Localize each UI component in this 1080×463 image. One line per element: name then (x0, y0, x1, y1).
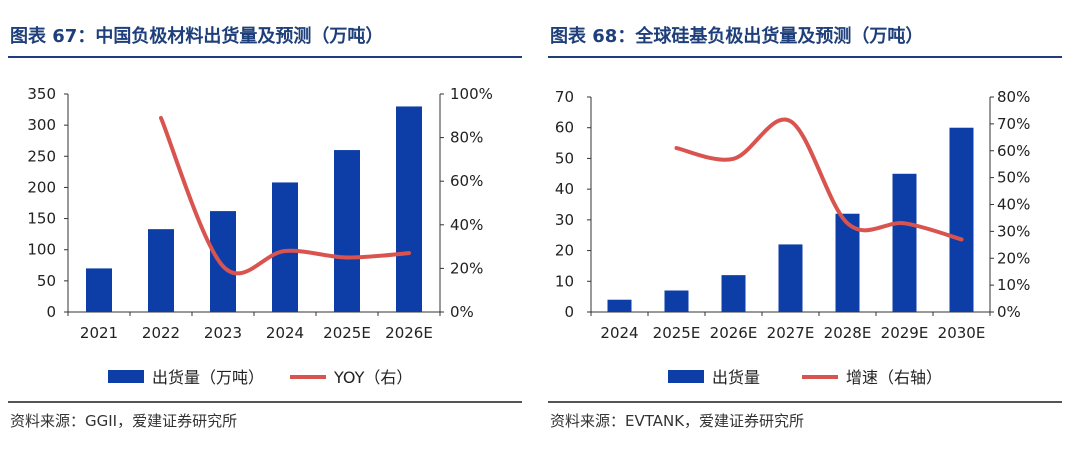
chart-svg-left: 0 50 100 150 200 250 300 350 0% 20% 40% 60% 80% 100% 2… (27, 85, 493, 387)
right-tick-label: 0% (450, 303, 474, 321)
x-tick-label: 2026E (385, 324, 433, 342)
legend-bar-swatch (108, 370, 144, 383)
bar (607, 299, 632, 312)
right-tick-label: 0% (997, 303, 1021, 321)
bar (721, 275, 746, 312)
title-rule-right (548, 56, 1062, 58)
bar (210, 211, 236, 312)
bar (86, 268, 112, 312)
left-tick-label: 0 (564, 303, 574, 321)
source-left: 资料来源：GGII，爱建证券研究所 (10, 412, 238, 430)
x-tick-label: 2022 (142, 324, 180, 342)
left-tick-label: 10 (555, 272, 574, 290)
chart-svg-right: 0 10 20 30 40 50 60 70 0% 10% 20% 30% 40% 50% 60% 70% 80… (555, 88, 1030, 387)
left-tick-label: 150 (27, 210, 56, 228)
bar (778, 244, 803, 312)
left-tick-label: 0 (46, 303, 56, 321)
bar (396, 106, 422, 312)
bar (334, 150, 360, 312)
x-tick-label: 2024 (266, 324, 304, 342)
x-tick-label: 2025E (653, 324, 701, 342)
right-tick-label: 40% (450, 216, 483, 234)
legend-label: 出货量（万吨） (152, 368, 264, 387)
left-tick-label: 350 (27, 85, 56, 103)
right-tick-label: 100% (450, 85, 493, 103)
x-tick-label: 2021 (80, 324, 118, 342)
bar (949, 127, 974, 312)
left-tick-label: 20 (555, 242, 574, 260)
x-tick-label: 2024 (600, 324, 638, 342)
right-tick-label: 70% (997, 115, 1030, 133)
x-tick-label: 2023 (204, 324, 242, 342)
right-tick-label: 40% (997, 196, 1030, 214)
x-tick-label: 2030E (938, 324, 986, 342)
left-tick-label: 100 (27, 241, 56, 259)
chart-title-right: 图表 68：全球硅基负极出货量及预测（万吨） (550, 26, 924, 47)
source-rule-right (548, 401, 1062, 403)
x-tick-label: 2025E (323, 324, 371, 342)
bar (148, 229, 174, 312)
source-right: 资料来源：EVTANK，爱建证券研究所 (550, 412, 805, 430)
left-tick-label: 40 (555, 180, 574, 198)
legend-label: 增速（右轴） (846, 368, 942, 387)
series-line (674, 117, 964, 242)
right-tick-label: 80% (450, 129, 483, 147)
right-tick-label: 30% (997, 222, 1030, 240)
left-tick-label: 50 (37, 272, 56, 290)
chart-title-left: 图表 67：中国负极材料出货量及预测（万吨） (10, 26, 384, 47)
x-tick-label: 2026E (710, 324, 758, 342)
legend-bar-swatch (668, 370, 704, 383)
bar (892, 173, 917, 312)
x-tick-label: 2028E (824, 324, 872, 342)
left-tick-label: 200 (27, 178, 56, 196)
series-line (159, 115, 411, 276)
right-tick-label: 50% (997, 169, 1030, 187)
legend-label: YOY（右） (333, 368, 412, 387)
bar (272, 182, 298, 312)
title-rule-left (8, 56, 522, 58)
x-tick-label: 2029E (881, 324, 929, 342)
left-tick-label: 300 (27, 116, 56, 134)
right-tick-label: 60% (997, 142, 1030, 160)
chart-panel-right: 图表 68：全球硅基负极出货量及预测（万吨） 0 10 20 30 40 50 60 70 0%… (540, 0, 1070, 463)
bar (664, 290, 689, 312)
x-tick-label: 2027E (767, 324, 815, 342)
left-tick-label: 70 (555, 88, 574, 106)
right-tick-label: 60% (450, 172, 483, 190)
right-tick-label: 20% (997, 249, 1030, 267)
left-tick-label: 60 (555, 119, 574, 137)
left-tick-label: 250 (27, 147, 56, 165)
right-tick-label: 20% (450, 259, 483, 277)
chart-panel-left: 图表 67：中国负极材料出货量及预测（万吨） 0 50 100 150 200 250 30… (0, 0, 530, 463)
right-tick-label: 10% (997, 276, 1030, 294)
legend-label: 出货量 (712, 368, 760, 387)
source-rule-left (8, 401, 522, 403)
right-tick-label: 80% (997, 88, 1030, 106)
left-tick-label: 50 (555, 149, 574, 167)
left-tick-label: 30 (555, 211, 574, 229)
